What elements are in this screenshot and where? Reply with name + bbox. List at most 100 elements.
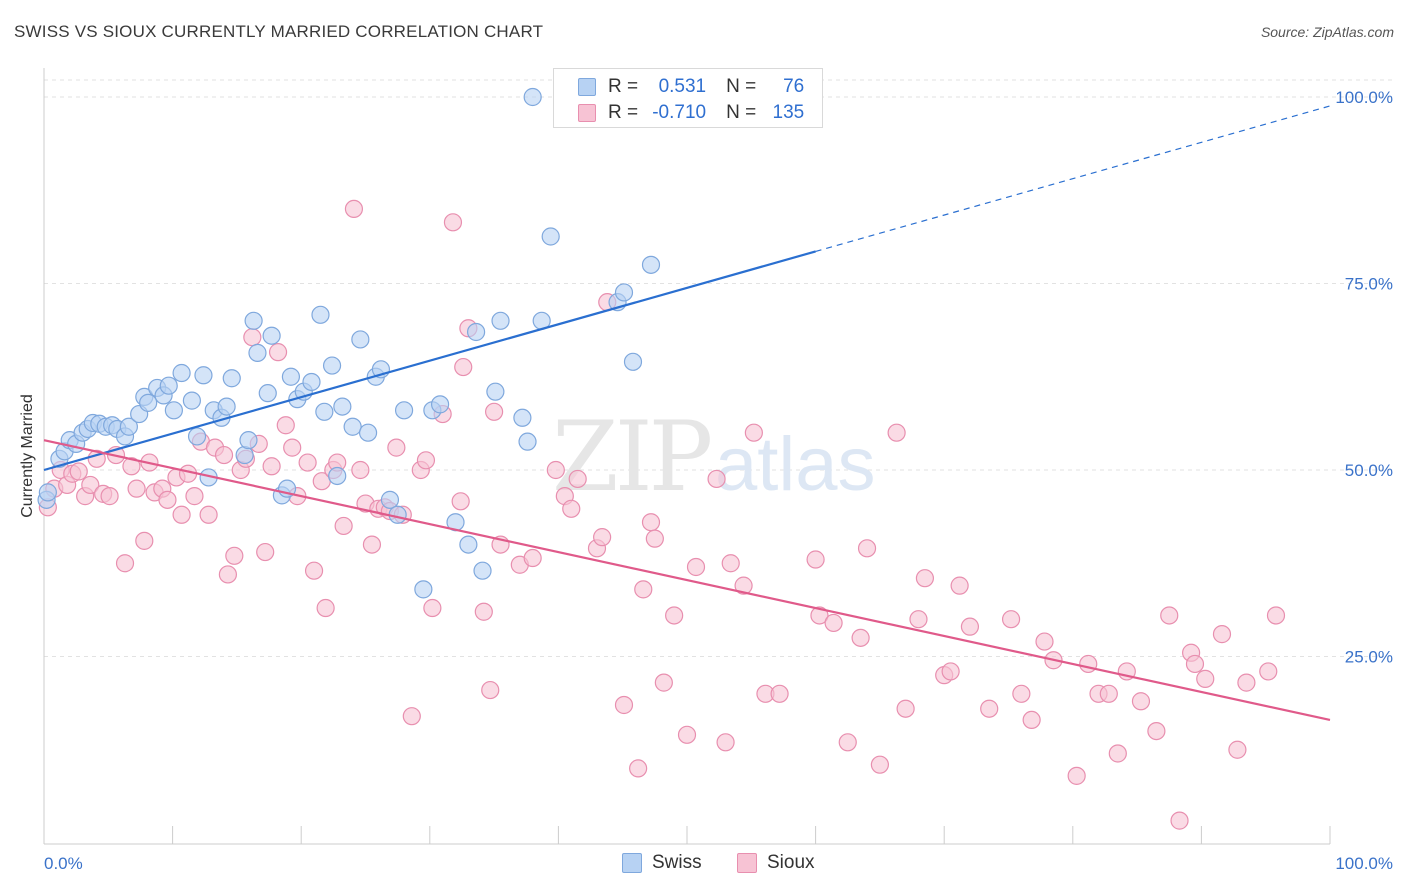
grid-lines — [44, 79, 1392, 657]
sioux-point — [69, 462, 88, 481]
legend-row-sioux: R = -0.710 N = 135 — [578, 102, 804, 124]
sioux-point — [641, 513, 661, 532]
correlation-legend: R = 0.531 N = 76 R = -0.710 N = 135 — [553, 68, 823, 128]
sioux-point — [546, 460, 565, 480]
sioux-trend-line — [43, 439, 1331, 721]
sioux-point — [100, 487, 119, 506]
sioux-point — [423, 598, 442, 618]
sioux-point — [1012, 684, 1031, 703]
sioux-point — [115, 554, 135, 573]
sioux-point — [810, 606, 829, 625]
swiss-point — [244, 311, 263, 330]
sioux-point — [451, 492, 470, 511]
sioux-point — [185, 487, 204, 506]
n-label: N = — [726, 102, 757, 123]
swiss-point — [258, 384, 277, 403]
legend-item-sioux[interactable]: Sioux — [737, 852, 815, 874]
swiss-point — [641, 255, 661, 274]
zipatlas-watermark: ZIP atlas — [552, 401, 876, 513]
swiss-point — [239, 431, 258, 450]
swiss-point — [414, 580, 433, 599]
swiss-r-value: 0.531 — [658, 76, 707, 97]
sioux-point — [824, 613, 843, 633]
sioux-legend-label: Sioux — [767, 852, 815, 873]
sioux-point — [887, 423, 906, 442]
sioux-point — [443, 213, 463, 232]
sioux-point — [172, 505, 191, 524]
sioux-point — [716, 733, 735, 752]
sioux-point — [645, 529, 664, 548]
sioux-point — [523, 548, 542, 568]
watermark-atlas: atlas — [715, 422, 876, 507]
watermark-zip: ZIP — [552, 401, 711, 513]
swiss-point — [523, 87, 542, 107]
sioux-point — [980, 699, 999, 718]
sioux-point — [915, 569, 935, 588]
swiss-point — [358, 423, 378, 442]
swiss-point — [281, 367, 301, 386]
sioux-point — [127, 479, 146, 498]
swiss-point — [466, 322, 486, 342]
sioux-point — [665, 606, 684, 625]
sioux-point — [734, 576, 753, 595]
sioux-point — [135, 531, 154, 550]
x-tick-label-min: 0.0% — [44, 854, 83, 873]
sioux-point — [806, 550, 825, 569]
sioux-point — [268, 343, 288, 362]
sioux-point — [485, 402, 504, 421]
sioux-point — [941, 662, 960, 681]
sioux-point — [1147, 721, 1166, 741]
swiss-point — [343, 417, 362, 436]
sioux-point — [218, 565, 237, 584]
swiss-point — [119, 417, 138, 436]
swiss-trend-extension — [815, 105, 1331, 252]
sioux-point — [677, 725, 697, 744]
swiss-point — [328, 466, 347, 486]
swiss-point — [315, 402, 334, 421]
sioux-point — [1196, 669, 1215, 688]
swiss-point — [262, 326, 281, 345]
sioux-point — [81, 475, 100, 495]
sioux-point — [158, 490, 177, 509]
y-tick-label: 50.0% — [1345, 461, 1393, 480]
r-label: R = — [608, 102, 639, 123]
sioux-point — [351, 460, 370, 480]
source-credit: Source: ZipAtlas.com — [1260, 24, 1394, 40]
swiss-point — [614, 283, 634, 302]
swiss-point — [159, 376, 178, 395]
swiss-point — [164, 401, 183, 420]
tick-labels: 25.0% 50.0% 75.0% 100.0% 0.0% 100.0% — [44, 88, 1393, 873]
swiss-point — [491, 311, 510, 330]
sioux-point — [243, 328, 262, 347]
swiss-point — [235, 445, 254, 465]
series-legend: Swiss Sioux — [0, 852, 1406, 876]
sioux-point — [686, 557, 706, 577]
sioux-point — [562, 499, 581, 518]
sioux-point — [344, 199, 364, 218]
sioux-point — [298, 453, 317, 472]
r-label: R = — [608, 76, 639, 97]
sioux-point — [334, 516, 353, 536]
sioux-point — [614, 695, 634, 715]
trend-lines — [43, 105, 1331, 721]
swiss-n-value: 76 — [783, 76, 805, 97]
swiss-point — [518, 432, 537, 451]
sioux-point — [402, 707, 421, 726]
sioux-point — [225, 546, 244, 565]
axes — [43, 68, 1331, 845]
swiss-point — [248, 343, 267, 362]
sioux-point — [707, 469, 726, 489]
sioux-point — [1067, 766, 1086, 785]
sioux-point — [896, 699, 915, 718]
legend-item-swiss[interactable]: Swiss — [622, 852, 702, 874]
sioux-point — [870, 755, 890, 774]
sioux-point — [1001, 610, 1021, 629]
sioux-point — [1237, 673, 1256, 692]
swiss-point — [311, 305, 330, 324]
swiss-point — [222, 369, 241, 388]
sioux-point — [122, 457, 141, 476]
swiss-point — [139, 393, 158, 412]
swiss-point — [217, 397, 236, 416]
swiss-point — [172, 363, 191, 383]
